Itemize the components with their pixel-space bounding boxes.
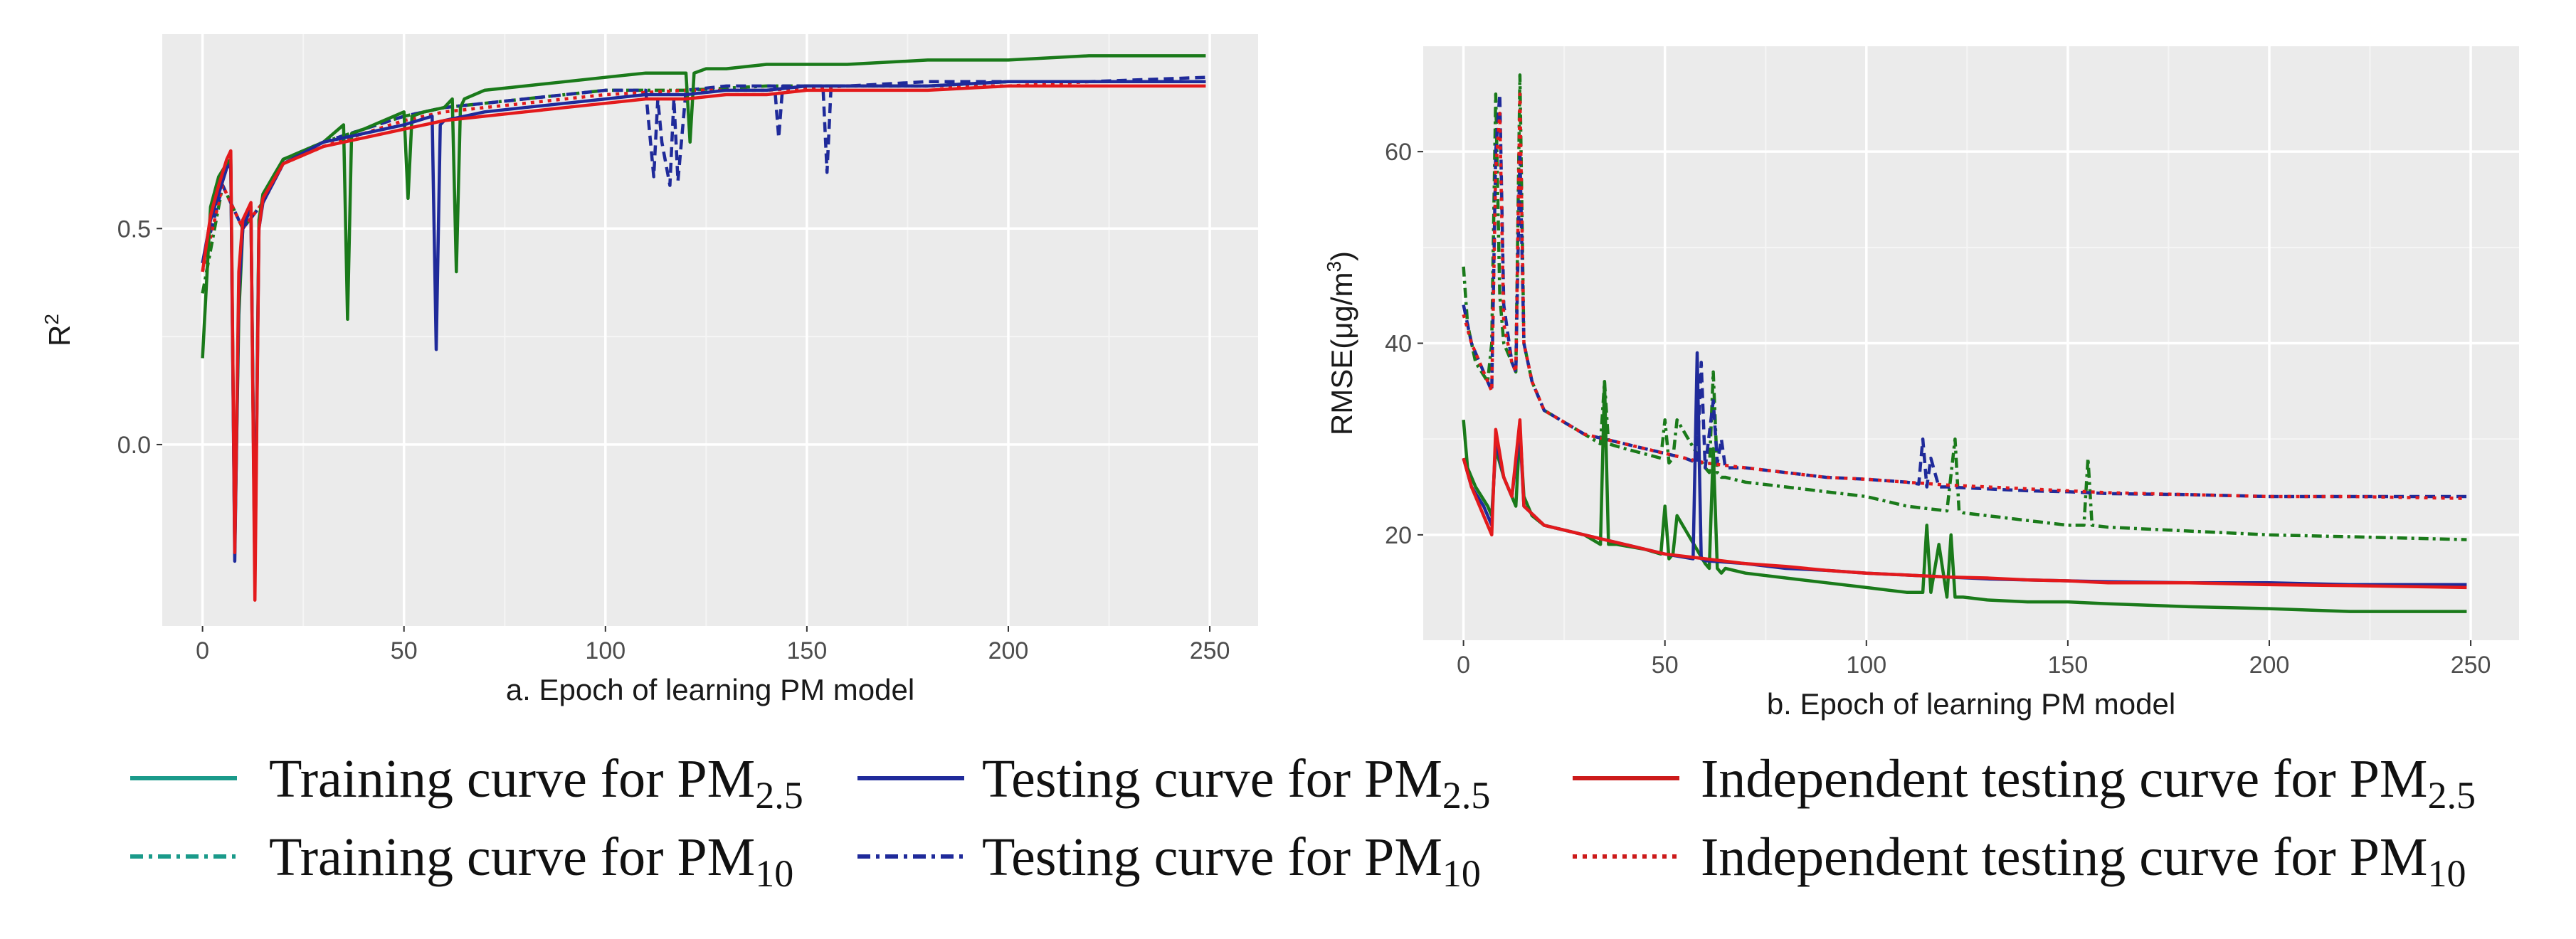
series-line-train25 bbox=[1462, 380, 2467, 613]
legend-label-test10: Testing curve for PM10 bbox=[982, 827, 1481, 895]
legend-label-subscript: 10 bbox=[1442, 852, 1481, 895]
y-axis-label-main: R bbox=[43, 325, 76, 346]
y-tick-label: 40 bbox=[1385, 331, 1412, 358]
x-tick-label: 0 bbox=[1457, 652, 1470, 679]
x-tick-label: 0 bbox=[196, 637, 209, 664]
legend-label-subscript: 2.5 bbox=[2428, 774, 2476, 817]
plot-background bbox=[162, 34, 1258, 626]
legend-label-subscript: 2.5 bbox=[755, 774, 803, 817]
legend-label-text: Independent testing curve for PM bbox=[1701, 827, 2428, 887]
legend-label-text: Training curve for PM bbox=[269, 749, 755, 809]
legend: Training curve for PM2.5 Testing curve fo… bbox=[130, 749, 2476, 895]
y-tick-label: 20 bbox=[1385, 522, 1412, 549]
legend-label-train25: Training curve for PM2.5 bbox=[269, 749, 803, 817]
x-tick-label: 50 bbox=[391, 637, 418, 664]
x-axis-label: a. Epoch of learning PM model bbox=[506, 673, 914, 706]
y-axis-label-superscript: 3 bbox=[1323, 261, 1345, 272]
x-tick-label: 100 bbox=[1846, 652, 1886, 679]
x-axis-label: b. Epoch of learning PM model bbox=[1767, 687, 2175, 721]
y-axis-label: R2 bbox=[41, 314, 76, 346]
y-axis-label-suffix: ) bbox=[1325, 251, 1358, 261]
x-tick-label: 100 bbox=[585, 637, 625, 664]
y-tick-label: 60 bbox=[1385, 139, 1412, 166]
series-line-indep10 bbox=[1462, 92, 2467, 500]
legend-label-text: Independent testing curve for PM bbox=[1701, 749, 2428, 809]
legend-label-text: Testing curve for PM bbox=[982, 827, 1442, 887]
x-tick-label: 200 bbox=[988, 637, 1029, 664]
legend-label-train10: Training curve for PM10 bbox=[269, 827, 793, 895]
x-tick-label: 250 bbox=[1190, 637, 1230, 664]
x-tick-label: 200 bbox=[2249, 652, 2290, 679]
chart-panel-rmse: 0 50 100 150 200 250 20 40 60 b. Epoch of learnin… bbox=[1323, 46, 2519, 721]
legend-label-subscript: 10 bbox=[2428, 852, 2466, 895]
x-tick-label: 250 bbox=[2451, 652, 2491, 679]
legend-label-text: Training curve for PM bbox=[269, 827, 755, 887]
y-axis-label-main: RMSE(μg/m bbox=[1325, 272, 1358, 436]
y-axis-label: RMSE(μg/m3) bbox=[1323, 251, 1358, 435]
series-line-indep25 bbox=[201, 84, 1206, 602]
legend-label-subscript: 2.5 bbox=[1442, 774, 1491, 817]
legend-label-indep25: Independent testing curve for PM2.5 bbox=[1701, 749, 2476, 817]
y-tick-label: 0.5 bbox=[117, 216, 151, 243]
series-line-indep25 bbox=[1462, 418, 2467, 590]
legend-label-test25: Testing curve for PM2.5 bbox=[982, 749, 1490, 817]
x-tick-label: 150 bbox=[787, 637, 828, 664]
y-axis-label-superscript: 2 bbox=[41, 314, 63, 325]
y-tick-label: 0.0 bbox=[117, 432, 151, 459]
chart-panel-r2: 0 50 100 150 200 250 0.0 0.5 a. Epoch of learnin… bbox=[41, 34, 1258, 706]
x-tick-label: 150 bbox=[2048, 652, 2089, 679]
legend-label-subscript: 10 bbox=[755, 852, 793, 895]
legend-label-text: Testing curve for PM bbox=[982, 749, 1442, 809]
legend-label-indep10: Independent testing curve for PM10 bbox=[1701, 827, 2466, 895]
x-tick-label: 50 bbox=[1652, 652, 1679, 679]
series-line-train10 bbox=[1462, 73, 2467, 541]
